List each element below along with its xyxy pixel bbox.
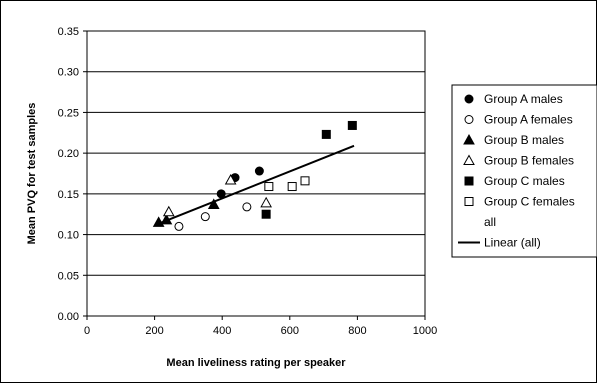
point-group-a-females xyxy=(174,221,184,231)
point-group-b-females xyxy=(224,173,237,185)
point-group-a-males xyxy=(216,189,226,199)
x-axis-label: Mean liveliness rating per speaker xyxy=(166,357,346,369)
legend-swatch-group-b-males xyxy=(463,133,475,145)
y-tick-label: 0.05 xyxy=(58,270,79,282)
legend-label-group-b-males: Group B males xyxy=(484,133,564,147)
legend-swatch-group-c-females xyxy=(464,197,474,206)
point-group-c-females xyxy=(287,182,297,192)
y-tick-label: 0.30 xyxy=(58,67,79,79)
y-tick-label: 0.25 xyxy=(58,107,79,119)
trendline-linear-all xyxy=(157,144,355,225)
x-tick-label: 400 xyxy=(213,325,231,337)
legend-label-group-c-females: Group C females xyxy=(484,195,575,209)
legend-swatch-group-a-males xyxy=(464,94,474,104)
point-group-b-males xyxy=(207,198,220,209)
x-tick-label: 600 xyxy=(281,325,299,337)
x-tick-label: 0 xyxy=(84,325,90,337)
legend-swatch-group-b-females xyxy=(463,154,475,165)
point-group-a-females xyxy=(200,212,210,222)
point-group-c-males xyxy=(347,120,357,130)
legend-swatch-group-c-males xyxy=(464,176,474,186)
y-tick-label: 0.00 xyxy=(58,311,79,323)
point-group-b-females xyxy=(162,205,175,217)
plot-area xyxy=(86,30,426,317)
data-points xyxy=(152,120,357,231)
y-tick-label: 0.10 xyxy=(58,230,79,242)
y-tick-label: 0.35 xyxy=(58,26,79,38)
legend-label-all: all xyxy=(484,215,496,229)
legend-swatch-group-a-females xyxy=(464,115,474,124)
point-group-b-females xyxy=(260,196,272,208)
legend-box xyxy=(451,84,597,258)
legend-label-group-a-females: Group A females xyxy=(484,113,573,127)
trendline-layer xyxy=(157,144,355,225)
legend: Group A males Group A females Group B male… xyxy=(451,84,597,258)
point-group-b-males xyxy=(160,213,173,225)
x-axis-ticks: 0 200 400 600 800 1000 xyxy=(84,316,437,337)
x-tick-label: 200 xyxy=(145,325,163,337)
point-group-c-females xyxy=(264,182,274,192)
y-axis-label: Mean PVQ for test samples xyxy=(26,103,38,245)
point-group-a-females xyxy=(242,202,252,212)
y-tick-label: 0.20 xyxy=(58,148,79,160)
point-group-a-males xyxy=(254,166,264,176)
point-group-c-males xyxy=(261,209,271,219)
legend-label-group-b-females: Group B females xyxy=(484,154,574,168)
x-tick-label: 1000 xyxy=(413,325,437,337)
x-tick-label: 800 xyxy=(348,325,366,337)
point-group-c-females xyxy=(300,176,310,186)
legend-label-group-c-males: Group C males xyxy=(484,174,565,188)
point-group-c-males xyxy=(321,129,331,139)
y-axis-ticks: 0.00 0.05 0.10 0.15 0.20 0.25 0.30 0.35 xyxy=(58,26,87,323)
y-tick-label: 0.15 xyxy=(58,189,79,201)
legend-label-linear-all: Linear (all) xyxy=(484,236,541,250)
legend-label-group-a-males: Group A males xyxy=(484,92,563,106)
